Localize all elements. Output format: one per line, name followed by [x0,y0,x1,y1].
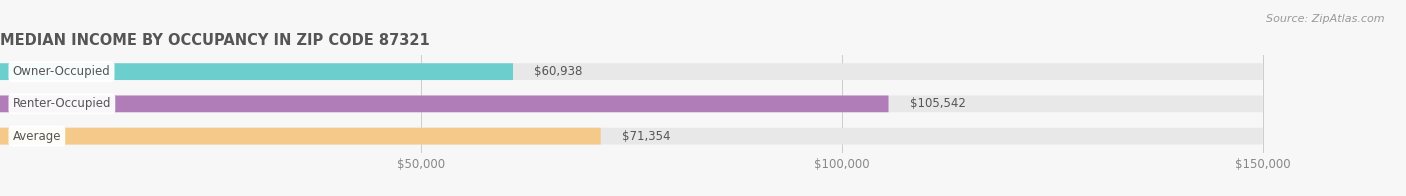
Text: $105,542: $105,542 [910,97,966,110]
FancyBboxPatch shape [0,63,1263,80]
FancyBboxPatch shape [0,128,1263,144]
FancyBboxPatch shape [0,95,889,112]
FancyBboxPatch shape [0,128,600,144]
Text: $71,354: $71,354 [621,130,671,143]
FancyBboxPatch shape [0,63,513,80]
Text: Renter-Occupied: Renter-Occupied [13,97,111,110]
Text: MEDIAN INCOME BY OCCUPANCY IN ZIP CODE 87321: MEDIAN INCOME BY OCCUPANCY IN ZIP CODE 8… [0,33,430,48]
FancyBboxPatch shape [0,95,1263,112]
Text: Average: Average [13,130,60,143]
Text: Owner-Occupied: Owner-Occupied [13,65,111,78]
Text: Source: ZipAtlas.com: Source: ZipAtlas.com [1267,14,1385,24]
Text: $60,938: $60,938 [534,65,582,78]
